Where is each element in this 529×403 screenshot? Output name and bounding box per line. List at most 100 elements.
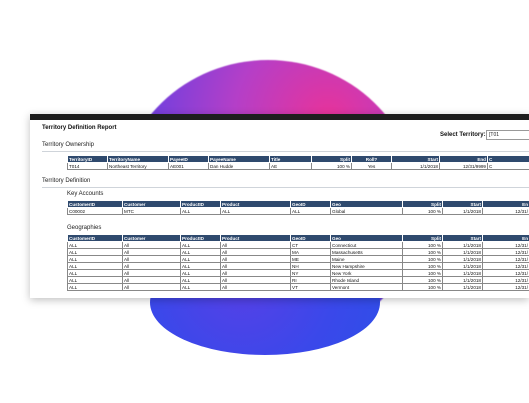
- table-cell: New York: [330, 269, 403, 277]
- key-accounts-col-header: CustomerID: [67, 200, 123, 208]
- ownership-table: TerritoryID TerritoryName PayeeID PayeeName…: [67, 155, 529, 170]
- table-cell: 100 %: [402, 255, 443, 263]
- key-accounts-table: CustomerID Customer ProductID Product GeoID G…: [67, 200, 529, 215]
- table-cell: 12/31/: [482, 262, 529, 270]
- table-row: ALL All ALL All VT Vermont 100 % 1/1/2018 12/31/: [67, 283, 529, 291]
- table-cell: 1/1/2018: [442, 262, 483, 270]
- table-cell: ALL: [180, 207, 221, 215]
- table-cell: T014: [67, 162, 108, 170]
- table-cell: 100 %: [402, 269, 443, 277]
- table-cell: 100 %: [402, 283, 443, 291]
- table-cell: New Hampshire: [330, 262, 403, 270]
- key-accounts-col-header: Start: [442, 200, 483, 208]
- geographies-col-header: Product: [220, 234, 291, 242]
- geographies-col-header: CustomerID: [67, 234, 123, 242]
- table-cell: RI: [290, 276, 331, 284]
- table-cell: 1/1/2018: [442, 269, 483, 277]
- ownership-col-header: End: [439, 155, 488, 163]
- table-cell: AE001: [168, 162, 209, 170]
- table-cell: MTC: [122, 207, 181, 215]
- table-cell: ME: [290, 255, 331, 263]
- ownership-col-header: TerritoryID: [67, 155, 108, 163]
- table-row: C00002 MTC ALL ALL ALL Global 100 % 1/1/2018 12/…: [67, 207, 529, 215]
- table-cell: All: [220, 241, 291, 249]
- geographies-col-header: Start: [442, 234, 483, 242]
- ownership-col-header: C: [487, 155, 529, 163]
- table-cell: 100 %: [311, 162, 352, 170]
- geographies-col-header: Geo: [330, 234, 403, 242]
- ownership-col-header: Start: [391, 155, 440, 163]
- table-cell: ALL: [67, 276, 123, 284]
- geographies-col-header: En: [482, 234, 529, 242]
- table-row: T014 Northeast Territory AE001 Dan Hudde AE 1…: [67, 162, 529, 170]
- ownership-col-header: PayeeName: [208, 155, 270, 163]
- table-cell: ALL: [180, 283, 221, 291]
- table-cell: 1/1/2018: [442, 207, 483, 215]
- report-panel: Territory Definition Report Select Terri…: [30, 114, 529, 298]
- key-accounts-col-header: En: [482, 200, 529, 208]
- key-accounts-col-header: ProductID: [180, 200, 221, 208]
- table-cell: ALL: [67, 283, 123, 291]
- table-cell: Connecticut: [330, 241, 403, 249]
- table-cell: ALL: [180, 269, 221, 277]
- table-cell: Maine: [330, 255, 403, 263]
- table-cell: 12/31/: [482, 269, 529, 277]
- report-top-bar: [30, 114, 529, 120]
- table-cell: 100 %: [402, 276, 443, 284]
- table-cell: All: [122, 241, 181, 249]
- table-cell: VT: [290, 283, 331, 291]
- table-row: ALL All ALL All MA Massachusetts 100 % 1/1/2018…: [67, 248, 529, 256]
- table-cell: 1/1/2018: [442, 255, 483, 263]
- territory-select[interactable]: [T01: [486, 130, 529, 140]
- table-cell: All: [122, 262, 181, 270]
- key-accounts-col-header: Split: [402, 200, 443, 208]
- table-cell: All: [220, 248, 291, 256]
- key-accounts-col-header: Customer: [122, 200, 181, 208]
- table-cell: ALL: [67, 262, 123, 270]
- table-cell: 1/1/2018: [442, 241, 483, 249]
- table-cell: Global: [330, 207, 403, 215]
- table-cell: ALL: [290, 207, 331, 215]
- table-cell: 1/1/2018: [442, 248, 483, 256]
- table-row: ALL All ALL All CT Connecticut 100 % 1/1/2018 12…: [67, 241, 529, 249]
- ownership-col-header: PayeeID: [168, 155, 209, 163]
- table-cell: Northeast Territory: [107, 162, 169, 170]
- geographies-col-header: ProductID: [180, 234, 221, 242]
- definition-divider: [42, 187, 529, 188]
- table-cell: Rhode Island: [330, 276, 403, 284]
- table-cell: 12/31/: [482, 241, 529, 249]
- table-cell: 12/31/: [482, 207, 529, 215]
- ownership-section-title: Territory Ownership: [42, 142, 95, 148]
- key-accounts-title: Key Accounts: [67, 191, 104, 197]
- table-cell: 1/1/2018: [442, 283, 483, 291]
- table-cell: All: [122, 269, 181, 277]
- table-cell: All: [220, 255, 291, 263]
- table-cell: 12/31/: [482, 276, 529, 284]
- table-cell: NY: [290, 269, 331, 277]
- table-cell: All: [122, 248, 181, 256]
- table-cell: ALL: [220, 207, 291, 215]
- table-cell: ALL: [67, 255, 123, 263]
- table-row: ALL All ALL All RI Rhode Island 100 % 1/1/2018 1…: [67, 276, 529, 284]
- geographies-table: CustomerID Customer ProductID Product GeoID G…: [67, 234, 529, 291]
- table-cell: ALL: [67, 241, 123, 249]
- select-territory-label: Select Territory:: [440, 132, 486, 138]
- table-row: ALL All ALL All NH New Hampshire 100 % 1/1/2018…: [67, 262, 529, 270]
- ownership-col-header: Split: [311, 155, 352, 163]
- table-cell: 12/31/: [482, 255, 529, 263]
- table-cell: 100 %: [402, 241, 443, 249]
- table-cell: All: [220, 276, 291, 284]
- table-cell: All: [122, 283, 181, 291]
- table-row: ALL All ALL All NY New York 100 % 1/1/2018 12/31…: [67, 269, 529, 277]
- table-cell: ALL: [180, 276, 221, 284]
- table-cell: 100 %: [402, 262, 443, 270]
- table-row: ALL All ALL All ME Maine 100 % 1/1/2018 12/31/: [67, 255, 529, 263]
- report-title: Territory Definition Report: [42, 125, 117, 131]
- table-cell: 100 %: [402, 207, 443, 215]
- key-accounts-col-header: GeoID: [290, 200, 331, 208]
- geographies-col-header: Customer: [122, 234, 181, 242]
- ownership-col-header: TerritoryName: [107, 155, 169, 163]
- ownership-col-header: Title: [269, 155, 312, 163]
- table-cell: Dan Hudde: [208, 162, 270, 170]
- table-cell: All: [220, 262, 291, 270]
